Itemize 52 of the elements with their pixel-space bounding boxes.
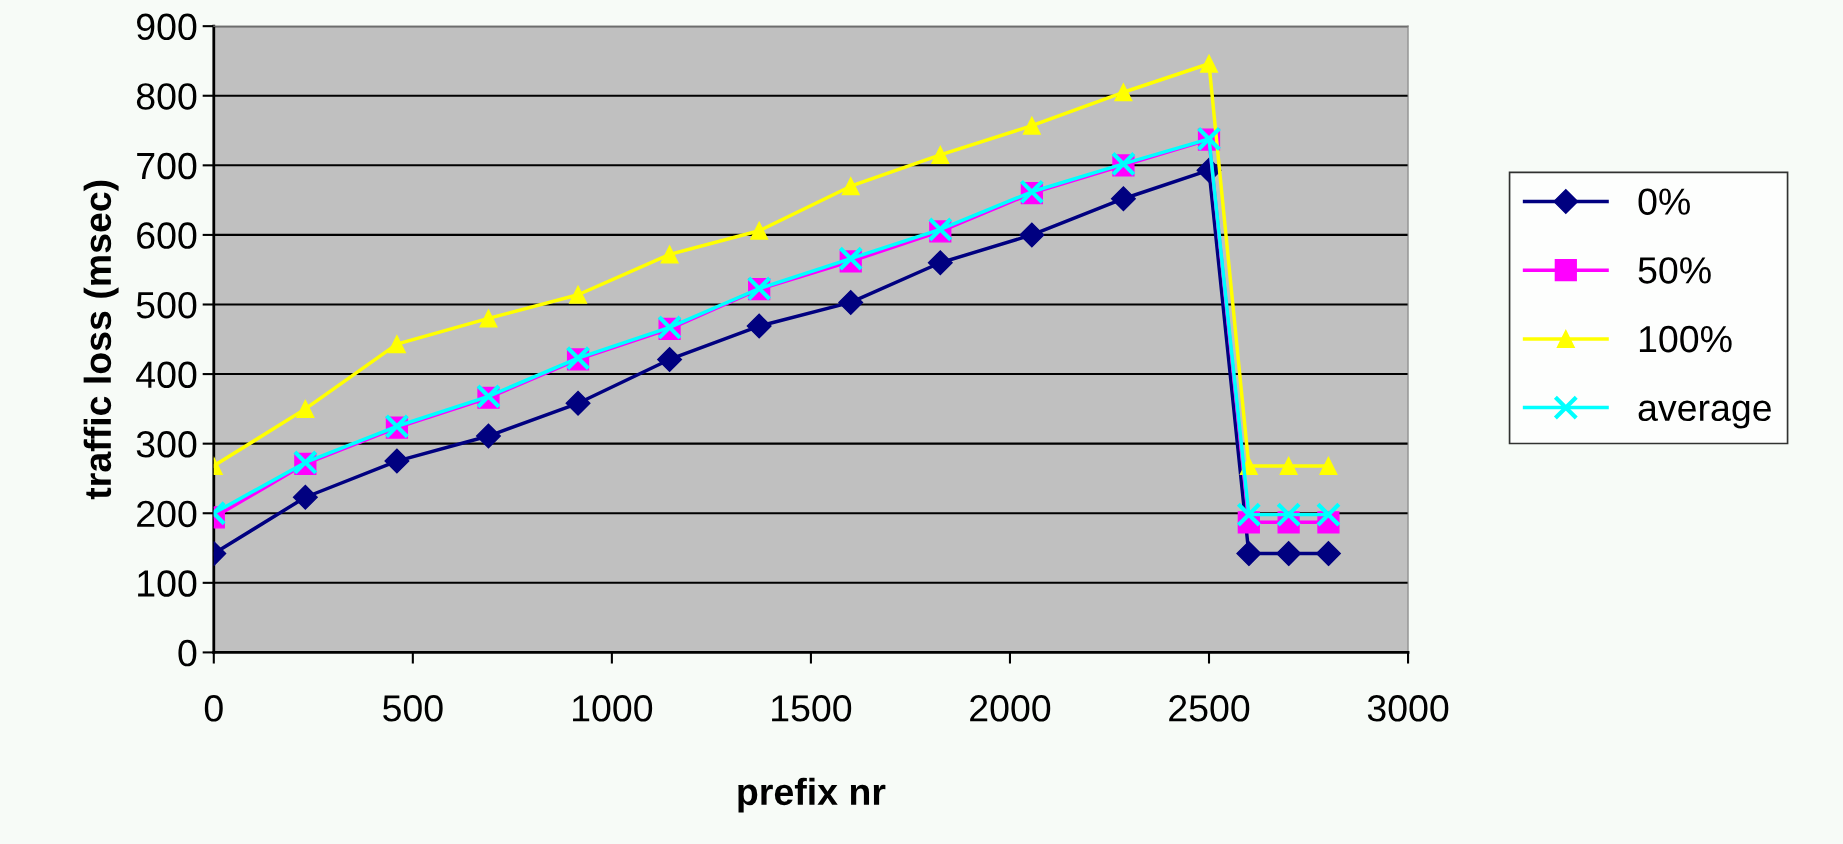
point [750, 221, 769, 240]
legend-label: 0% [1638, 188, 1690, 215]
point [1319, 456, 1338, 475]
x-axis-title: prefix nr [738, 777, 886, 813]
point [660, 245, 679, 264]
y-tick-label: 0 [178, 639, 197, 667]
point [475, 423, 501, 449]
point [838, 289, 864, 315]
x-tick-label: 3000 [1367, 695, 1449, 722]
point [931, 145, 950, 164]
y-tick-label: 700 [137, 152, 197, 180]
point [1276, 502, 1302, 528]
x-tick-label: 1000 [573, 695, 653, 722]
point [1110, 186, 1136, 212]
x-tick-label: 500 [383, 695, 443, 722]
x-tick-label: 0 [204, 695, 223, 722]
point [1279, 456, 1298, 475]
point [746, 313, 772, 339]
point [387, 335, 406, 354]
legend-label: 50% [1638, 257, 1711, 284]
y-tick-label: 400 [136, 361, 197, 389]
point [841, 177, 860, 196]
legend-label: 100% [1639, 325, 1732, 353]
point [569, 285, 588, 304]
point [384, 448, 410, 474]
y-tick-label: 600 [137, 222, 197, 249]
point [1199, 54, 1219, 73]
y-tick-label: 900 [137, 13, 197, 41]
legend-label: average [1638, 400, 1771, 429]
x-tick-label: 1500 [772, 695, 852, 722]
point [1236, 502, 1262, 528]
point [1114, 83, 1133, 102]
y-tick-label: 200 [137, 500, 197, 528]
point [1276, 541, 1302, 567]
point [565, 390, 591, 416]
x-tick-label: 2000 [970, 695, 1051, 722]
y-tick-label: 500 [136, 291, 197, 319]
point [1236, 541, 1262, 567]
y-axis-title: traffic loss (msec) [83, 180, 119, 500]
point [479, 309, 498, 328]
point [1315, 541, 1341, 567]
point [1022, 116, 1041, 135]
point [296, 399, 315, 418]
point [1315, 502, 1341, 528]
y-tick-label: 800 [136, 83, 197, 110]
point [1019, 222, 1045, 248]
y-tick-label: 100 [138, 570, 197, 597]
point [657, 346, 683, 372]
y-tick-label: 300 [136, 431, 197, 458]
point [292, 484, 318, 510]
x-tick-label: 2500 [1169, 695, 1250, 722]
point [927, 250, 953, 276]
